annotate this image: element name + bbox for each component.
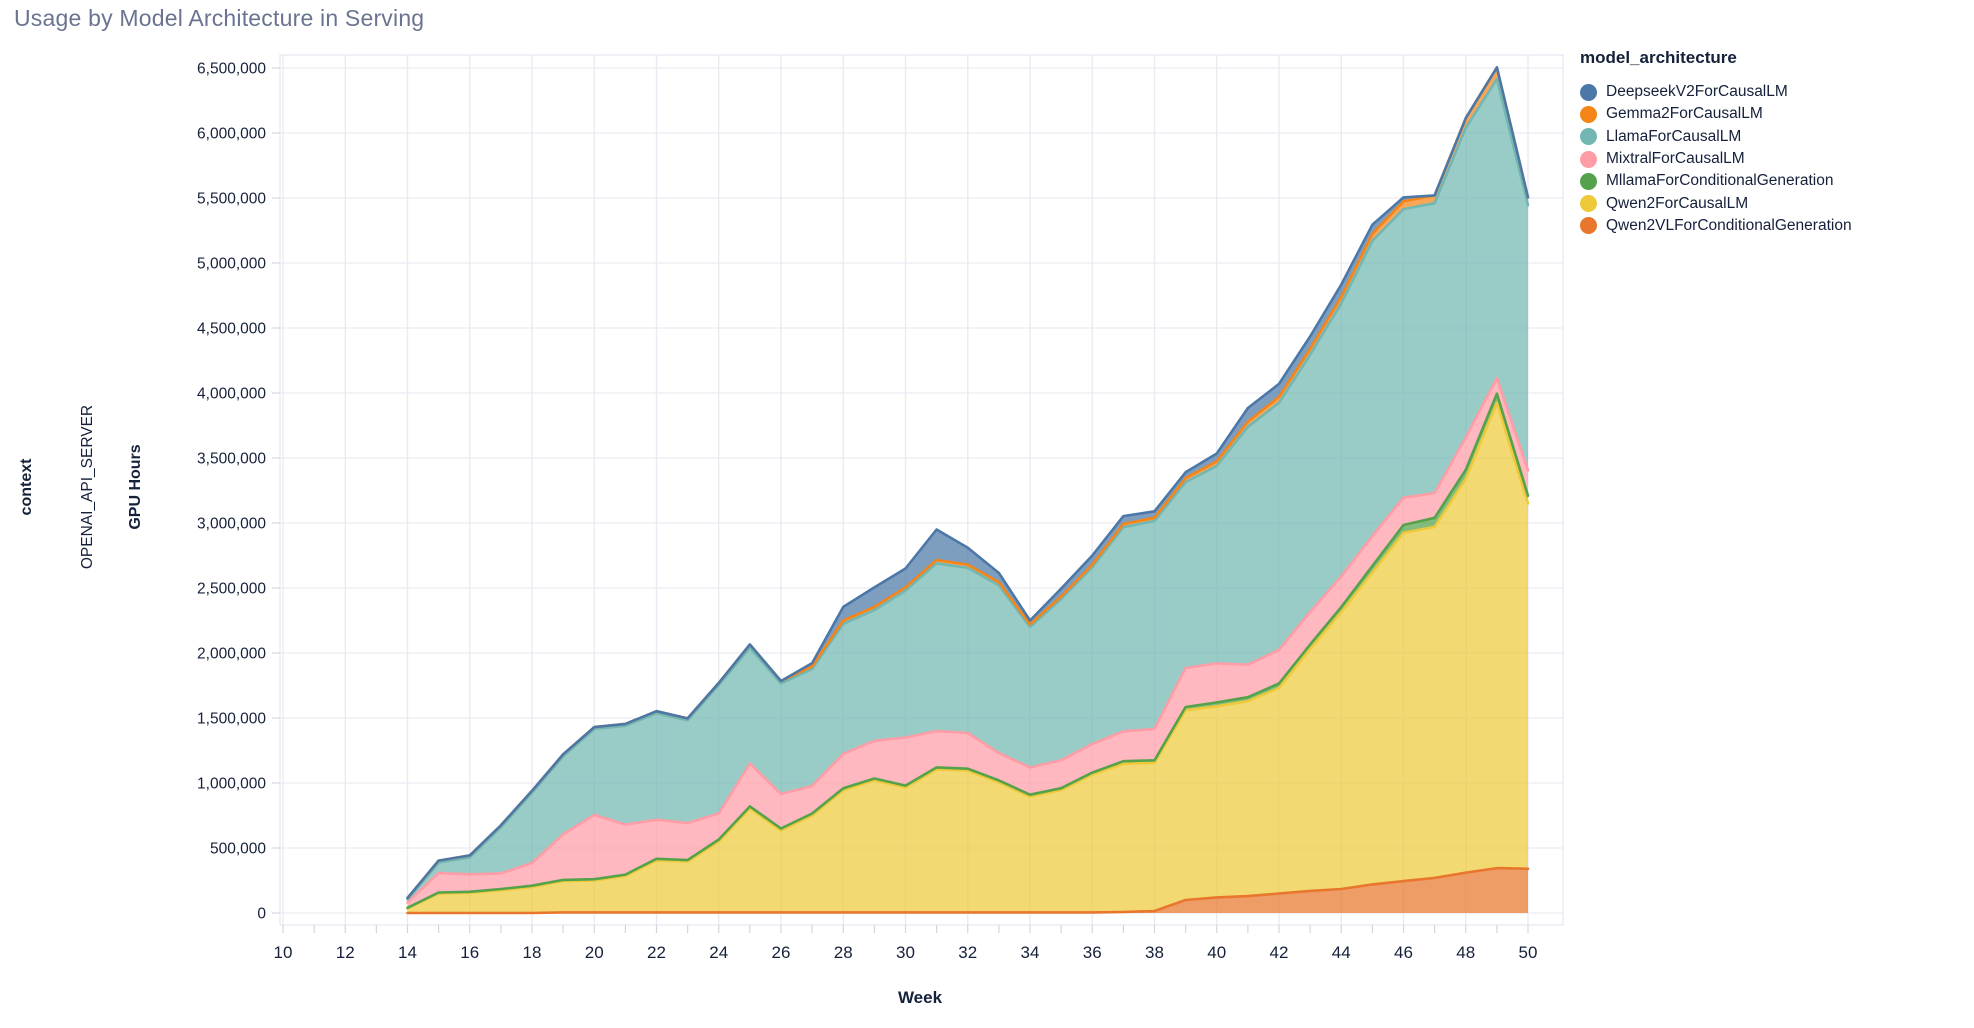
y-tick-label: 2,000,000 <box>197 646 266 663</box>
legend-item-label: Qwen2ForCausalLM <box>1606 194 1749 212</box>
legend: model_architecture DeepseekV2ForCausalLM… <box>1580 48 1852 237</box>
area-border-DeepseekV2ForCausalLM <box>406 66 1530 900</box>
y-tick-label: 6,500,000 <box>197 61 266 78</box>
area-LlamaForCausalLM[interactable] <box>407 79 1529 903</box>
area-border-Qwen2VLForConditionalGeneration <box>406 866 1530 915</box>
x-tick-label: 14 <box>398 943 417 962</box>
legend-items: DeepseekV2ForCausalLM Gemma2ForCausalLM Ll… <box>1580 81 1852 237</box>
plot-frame <box>279 54 1564 926</box>
x-axis-ticks <box>282 925 1529 933</box>
legend-swatch-icon <box>1580 172 1597 190</box>
legend-swatch-icon <box>1580 128 1597 146</box>
legend-item-MllamaForConditionalGeneration[interactable]: MllamaForConditionalGeneration <box>1580 170 1852 192</box>
legend-item-label: LlamaForCausalLM <box>1606 127 1742 145</box>
legend-item-Qwen2VLForConditionalGeneration[interactable]: Qwen2VLForConditionalGeneration <box>1580 215 1852 237</box>
legend-swatch-icon <box>1580 105 1597 123</box>
legend-item-LlamaForCausalLM[interactable]: LlamaForCausalLM <box>1580 126 1852 148</box>
page-title: Usage by Model Architecture in Serving <box>14 5 425 31</box>
legend-swatch-icon <box>1580 150 1597 168</box>
legend-swatch-icon <box>1580 83 1597 101</box>
legend-item-label: MllamaForConditionalGeneration <box>1606 172 1834 190</box>
y-tick-label: 0 <box>257 906 266 923</box>
y-tick-label: 3,000,000 <box>197 516 266 533</box>
x-tick-label: 18 <box>523 943 542 962</box>
area-border-MixtralForCausalLM <box>406 376 1530 904</box>
x-tick-label: 48 <box>1456 943 1475 962</box>
area-border-LlamaForCausalLM <box>406 77 1530 901</box>
x-tick-label: 12 <box>336 943 355 962</box>
x-tick-label: 38 <box>1145 943 1164 962</box>
legend-item-DeepseekV2ForCausalLM[interactable]: DeepseekV2ForCausalLM <box>1580 81 1852 103</box>
area-border-MllamaForConditionalGeneration <box>406 392 1530 910</box>
y-tick-label: 5,500,000 <box>197 191 266 208</box>
y-tick-label: 6,000,000 <box>197 126 266 143</box>
legend-item-label: MixtralForCausalLM <box>1606 150 1745 168</box>
stacked-areas <box>407 67 1529 913</box>
x-tick-label: 26 <box>772 943 791 962</box>
legend-item-label: Gemma2ForCausalLM <box>1606 105 1763 123</box>
y-tick-label: 1,500,000 <box>197 711 266 728</box>
x-tick-label: 46 <box>1394 943 1413 962</box>
x-tick-label: 44 <box>1332 943 1351 962</box>
y-tick-label: 4,500,000 <box>197 321 266 338</box>
x-axis-title: Week <box>897 988 943 1007</box>
x-tick-label: 30 <box>896 943 915 962</box>
y-tick-label: 5,000,000 <box>197 256 266 273</box>
x-tick-label: 24 <box>709 943 728 962</box>
legend-title: model_architecture <box>1580 48 1737 67</box>
legend-swatch-icon <box>1580 195 1597 213</box>
legend-item-label: Qwen2VLForConditionalGeneration <box>1606 216 1852 234</box>
y-tick-label: 4,000,000 <box>197 386 266 403</box>
legend-item-MixtralForCausalLM[interactable]: MixtralForCausalLM <box>1580 148 1852 170</box>
x-tick-label: 16 <box>460 943 479 962</box>
legend-item-Gemma2ForCausalLM[interactable]: Gemma2ForCausalLM <box>1580 103 1852 125</box>
x-tick-label: 22 <box>647 943 666 962</box>
x-tick-label: 36 <box>1083 943 1102 962</box>
y-tick-label: 2,500,000 <box>197 581 266 598</box>
area-Qwen2ForCausalLM[interactable] <box>407 402 1529 913</box>
area-MixtralForCausalLM[interactable] <box>407 378 1529 908</box>
legend-item-label: DeepseekV2ForCausalLM <box>1606 83 1788 101</box>
legend-swatch-icon <box>1580 217 1597 235</box>
x-tick-label: 50 <box>1519 943 1538 962</box>
area-Qwen2VLForConditionalGeneration[interactable] <box>407 868 1529 913</box>
y-tick-label: 1,000,000 <box>197 776 266 793</box>
y-tick-label: 3,500,000 <box>197 451 266 468</box>
x-tick-label: 10 <box>274 943 293 962</box>
x-tick-label: 40 <box>1207 943 1226 962</box>
x-axis-tick-labels: 10 12 14 16 18 20 22 24 26 28 30 32 34 36 38 40 42 44 46 48… <box>274 943 1538 962</box>
y-axis-tick-labels: 0 500,000 1,000,000 1,500,000 2,000,000 2,500… <box>197 61 266 923</box>
x-tick-label: 32 <box>958 943 977 962</box>
legend-item-Qwen2ForCausalLM[interactable]: Qwen2ForCausalLM <box>1580 192 1852 214</box>
x-tick-label: 34 <box>1021 943 1040 962</box>
x-tick-label: 28 <box>834 943 853 962</box>
y-tick-label: 500,000 <box>210 841 266 858</box>
stacked-area-borders <box>406 66 1530 915</box>
x-tick-label: 20 <box>585 943 604 962</box>
x-tick-label: 42 <box>1270 943 1289 962</box>
y-axis-ticks <box>272 67 280 914</box>
